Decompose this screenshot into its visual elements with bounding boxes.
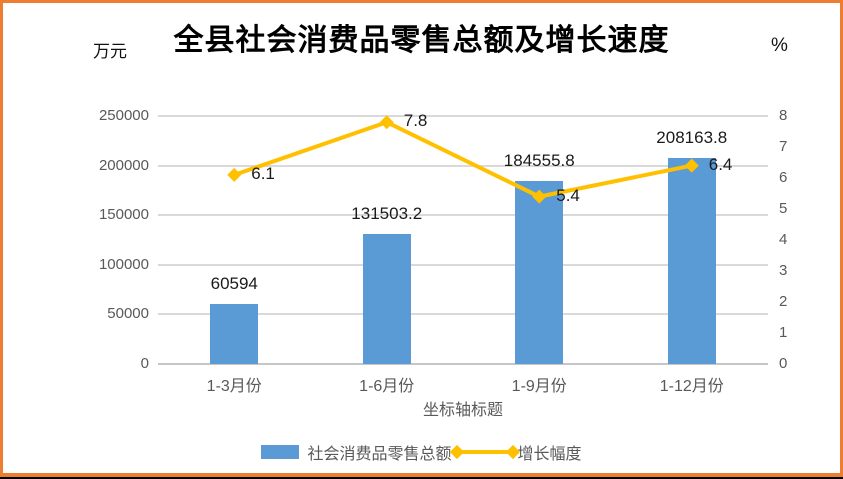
x-axis-category-label: 1-6月份 xyxy=(359,378,415,395)
legend-line-stroke xyxy=(455,450,514,454)
x-axis-title: 坐标轴标题 xyxy=(422,402,503,419)
line-value-label: 6.4 xyxy=(708,154,733,174)
legend-label: 社会消费品零售总额 xyxy=(307,446,452,463)
growth-line-series[interactable] xyxy=(158,115,768,364)
line-value-label: 7.8 xyxy=(403,111,428,131)
gridline xyxy=(158,164,768,167)
left-axis-tick-label: 50000 xyxy=(107,305,149,323)
gridline xyxy=(158,115,768,117)
x-axis-category-label: 1-9月份 xyxy=(511,378,567,395)
gridline xyxy=(158,214,768,217)
bar-value-label: 208163.8 xyxy=(656,127,728,147)
bar-value-label: 131503.2 xyxy=(351,203,423,223)
right-axis-tick-label: 0 xyxy=(779,355,788,372)
legend-bar-swatch xyxy=(261,445,300,459)
left-axis-tick-label: 0 xyxy=(140,355,149,372)
x-axis-category-label: 1-12月份 xyxy=(659,378,724,395)
right-axis-tick-label: 4 xyxy=(779,231,788,248)
left-axis-tick-label: 150000 xyxy=(98,206,149,224)
line-value-label: 5.4 xyxy=(556,185,580,205)
right-axis-tick-label: 7 xyxy=(779,138,788,155)
right-axis-tick-label: 2 xyxy=(779,293,788,310)
bar-1-9月份[interactable] xyxy=(515,180,564,364)
bar-1-3月份[interactable] xyxy=(210,303,259,364)
legend: 社会消费品零售总额 增长幅度 xyxy=(3,440,840,464)
x-axis-category-label: 1-3月份 xyxy=(206,378,262,395)
right-axis-tick-label: 3 xyxy=(779,262,788,279)
legend-label: 增长幅度 xyxy=(517,446,582,463)
line-marker-diamond xyxy=(684,158,699,173)
left-axis-tick-label: 250000 xyxy=(98,107,149,124)
legend-item-bar[interactable]: 社会消费品零售总额 xyxy=(261,440,452,464)
bar-1-6月份[interactable] xyxy=(362,233,411,364)
bar-value-label: 60594 xyxy=(210,273,258,293)
line-marker-diamond xyxy=(227,167,242,182)
left-axis-unit-label: 万元 xyxy=(93,42,127,61)
right-axis-tick-label: 5 xyxy=(779,200,788,217)
bar-value-label: 184555.8 xyxy=(503,150,575,170)
line-marker-diamond xyxy=(532,189,547,204)
right-axis-tick-label: 8 xyxy=(779,107,788,124)
legend-diamond-icon xyxy=(449,444,464,460)
gridline xyxy=(158,263,768,266)
bar-1-12月份[interactable] xyxy=(667,157,716,364)
gridline xyxy=(158,313,768,316)
line-marker-diamond xyxy=(379,115,394,130)
chart-title: 全县社会消费品零售总额及增长速度 xyxy=(173,23,670,58)
legend-line-marker xyxy=(449,444,520,460)
right-axis-unit-label: % xyxy=(771,35,788,56)
left-axis-tick-label: 100000 xyxy=(98,255,149,273)
window-bottom-edge xyxy=(0,477,843,479)
line-value-label: 6.1 xyxy=(251,163,275,183)
plot-area: 60594 131503.2 184555.8 208163.8 6.1 7.8 5.4 6.… xyxy=(158,111,768,365)
left-axis-tick-label: 200000 xyxy=(98,156,149,174)
x-axis-line xyxy=(158,363,768,365)
legend-item-line[interactable]: 增长幅度 xyxy=(449,440,582,464)
legend-diamond-icon xyxy=(505,444,520,460)
right-axis-tick-label: 1 xyxy=(779,324,788,341)
line-path xyxy=(233,120,693,199)
right-axis-tick-label: 6 xyxy=(779,169,788,186)
